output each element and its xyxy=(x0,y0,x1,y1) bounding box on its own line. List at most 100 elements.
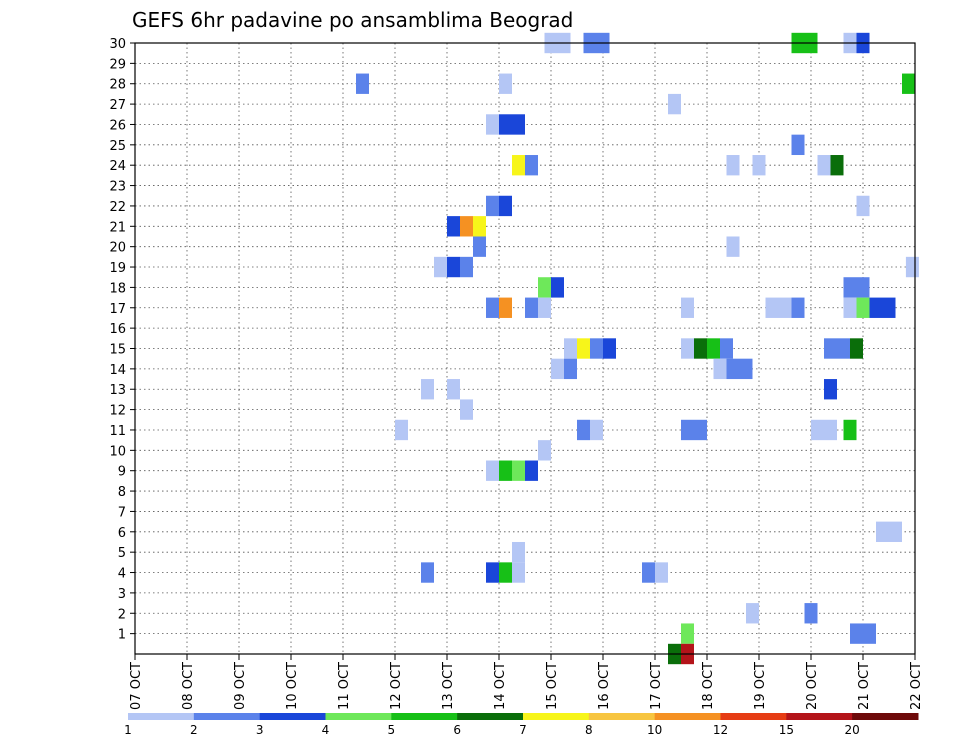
y-tick-label: 5 xyxy=(118,546,126,561)
legend-label: 10 xyxy=(647,723,662,737)
y-tick-label: 21 xyxy=(109,220,126,235)
precip-cell xyxy=(590,338,603,359)
y-tick-label: 2 xyxy=(118,607,126,622)
legend-swatch xyxy=(193,713,261,720)
precip-cell xyxy=(843,419,857,441)
precip-cell xyxy=(817,155,831,176)
x-tick-label: 15 OCT xyxy=(545,662,560,710)
legend-swatch xyxy=(588,713,656,720)
y-tick-label: 15 xyxy=(109,343,126,358)
precip-cell xyxy=(850,338,863,359)
precip-cell xyxy=(512,460,525,481)
y-tick-label: 27 xyxy=(109,98,126,113)
precip-cell xyxy=(882,297,896,318)
precip-cell xyxy=(603,338,616,359)
x-tick-label: 08 OCT xyxy=(181,662,196,710)
x-tick-label: 14 OCT xyxy=(493,662,508,710)
legend-label: 4 xyxy=(322,723,330,737)
precip-cell xyxy=(486,297,499,318)
y-tick-label: 12 xyxy=(109,404,126,419)
legend-label: 6 xyxy=(453,723,461,737)
y-tick-label: 16 xyxy=(109,322,126,337)
legend-label: 20 xyxy=(845,723,860,737)
precip-cell xyxy=(668,93,681,115)
x-tick-label: 17 OCT xyxy=(649,662,664,710)
legend-swatch xyxy=(654,713,721,720)
y-tick-label: 24 xyxy=(109,159,126,174)
precip-cell xyxy=(824,419,837,441)
y-tick-label: 7 xyxy=(118,505,126,520)
precip-cell xyxy=(356,73,369,94)
y-tick-labels: 1234567891011121314151617181920212223242… xyxy=(109,37,135,643)
legend-label: 12 xyxy=(713,723,728,737)
x-tick-label: 21 OCT xyxy=(857,662,872,710)
precip-cell xyxy=(538,297,551,318)
y-tick-label: 1 xyxy=(118,628,126,643)
precip-cell xyxy=(486,562,499,583)
precip-cell xyxy=(564,338,577,359)
legend-swatch xyxy=(720,713,787,720)
legend-label: 3 xyxy=(256,723,264,737)
precip-cell xyxy=(694,338,707,359)
legend-label: 5 xyxy=(388,723,396,737)
y-tick-label: 11 xyxy=(109,424,126,439)
precip-cell xyxy=(843,277,857,298)
precip-cell xyxy=(752,155,766,176)
x-tick-label: 13 OCT xyxy=(441,662,456,710)
x-tick-label: 11 OCT xyxy=(337,662,352,710)
y-tick-label: 25 xyxy=(109,139,126,154)
precip-cell xyxy=(512,155,525,176)
precip-cell xyxy=(804,603,818,624)
legend-swatch xyxy=(457,713,524,720)
precip-cell xyxy=(681,623,694,644)
precip-cell xyxy=(791,134,805,156)
precip-cell xyxy=(876,521,889,542)
precip-cell xyxy=(551,277,564,298)
precip-cell xyxy=(499,73,512,94)
precip-cell xyxy=(460,216,473,237)
precip-cell xyxy=(499,297,512,318)
y-tick-label: 18 xyxy=(109,281,126,296)
precip-cell xyxy=(863,623,876,644)
precip-cell xyxy=(525,155,538,176)
precip-cell xyxy=(726,358,740,380)
precip-cell xyxy=(739,358,753,380)
legend-label: 1 xyxy=(124,723,132,737)
legend-swatch xyxy=(391,713,458,720)
x-tick-label: 22 OCT xyxy=(909,662,924,710)
y-tick-label: 26 xyxy=(109,118,126,133)
precip-cell xyxy=(564,358,577,380)
precip-cell xyxy=(512,541,525,563)
legend-swatch xyxy=(128,713,195,720)
precip-cell xyxy=(707,338,720,359)
precip-cell xyxy=(577,338,590,359)
precip-cell xyxy=(811,419,824,441)
x-tick-label: 10 OCT xyxy=(285,662,300,710)
precip-cell xyxy=(486,195,499,217)
legend-swatch xyxy=(523,713,590,720)
legend-label: 7 xyxy=(519,723,527,737)
legend-label: 15 xyxy=(779,723,794,737)
precip-cell xyxy=(447,216,460,237)
y-tick-label: 6 xyxy=(118,526,126,541)
precip-cell xyxy=(856,297,870,318)
legend-swatch xyxy=(259,713,326,720)
precip-cell xyxy=(905,256,919,278)
x-tick-label: 19 OCT xyxy=(753,662,768,710)
y-tick-label: 28 xyxy=(109,78,126,93)
precip-cell xyxy=(499,460,512,481)
precip-cell xyxy=(655,562,668,583)
precip-cell xyxy=(460,256,473,278)
precip-cell xyxy=(869,297,883,318)
precip-cell xyxy=(460,399,473,420)
y-tick-label: 3 xyxy=(118,587,126,602)
x-tick-label: 20 OCT xyxy=(805,662,820,710)
precip-cell xyxy=(499,562,512,583)
y-tick-label: 8 xyxy=(118,485,126,500)
precip-cell xyxy=(421,379,434,400)
precip-cell xyxy=(902,73,915,94)
x-tick-label: 16 OCT xyxy=(597,662,612,710)
y-tick-label: 20 xyxy=(109,241,126,256)
precip-cell xyxy=(525,460,538,481)
